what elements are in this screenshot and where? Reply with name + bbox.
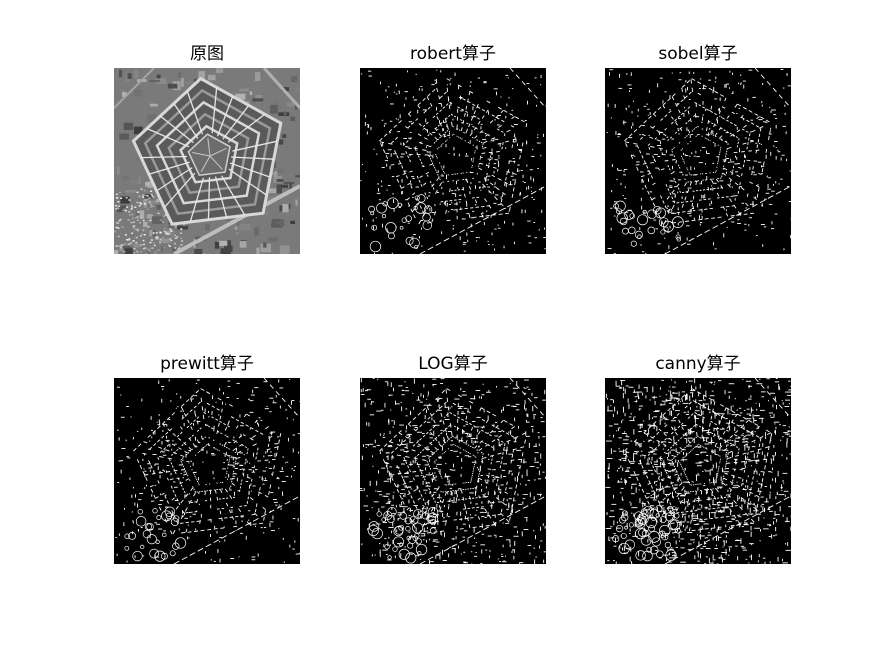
panel-title: sobel算子 bbox=[658, 44, 738, 64]
panel-title: canny算子 bbox=[655, 354, 741, 374]
panel-title: robert算子 bbox=[410, 44, 496, 64]
panel-title: LOG算子 bbox=[418, 354, 488, 374]
prewitt-edge-image bbox=[114, 378, 300, 564]
original-aerial-image bbox=[114, 68, 300, 254]
log-edge-image bbox=[360, 378, 546, 564]
sobel-edge-image bbox=[605, 68, 791, 254]
panel-title: prewitt算子 bbox=[160, 354, 254, 374]
panel-title: 原图 bbox=[190, 44, 224, 64]
canny-edge-image bbox=[605, 378, 791, 564]
robert-edge-image bbox=[360, 68, 546, 254]
